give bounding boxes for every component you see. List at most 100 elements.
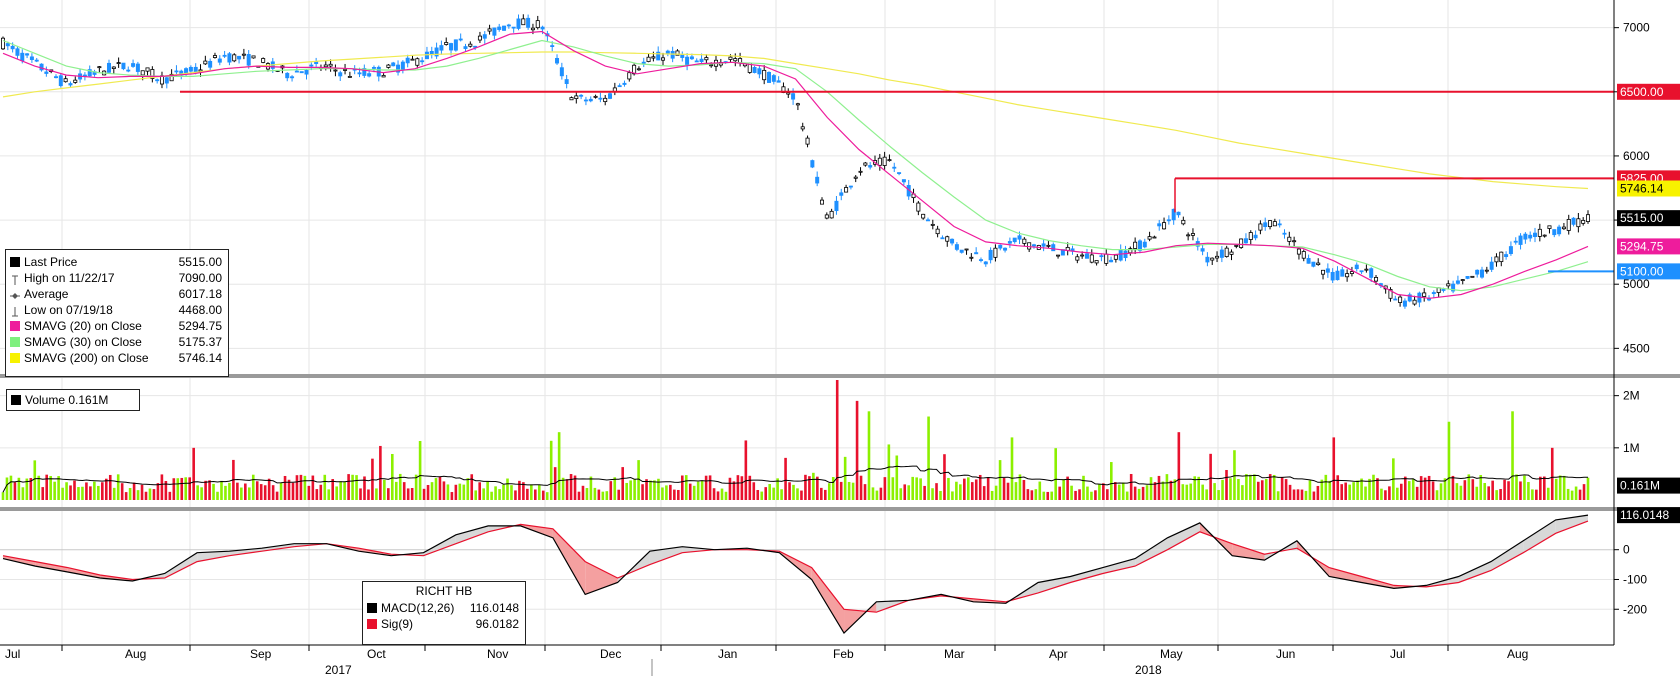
volume-bar bbox=[1582, 484, 1586, 500]
volume-bar bbox=[1177, 432, 1181, 500]
candle-body bbox=[530, 27, 535, 31]
legend-value: 5294.75 bbox=[178, 319, 222, 333]
price-tick-label: 7000 bbox=[1623, 21, 1650, 35]
last-value-tag-bg bbox=[1617, 238, 1680, 255]
volume-bar bbox=[784, 457, 787, 500]
volume-bar bbox=[1046, 491, 1050, 500]
volume-bar bbox=[184, 477, 188, 500]
candle-body bbox=[935, 228, 940, 235]
volume-bar bbox=[101, 482, 104, 500]
candle-body bbox=[25, 53, 30, 56]
volume-bar bbox=[383, 479, 386, 500]
volume-bar bbox=[1388, 486, 1391, 500]
candle-body bbox=[468, 43, 473, 47]
sma200-swatch bbox=[10, 353, 20, 363]
volume-bar bbox=[581, 485, 585, 500]
candle-body bbox=[34, 59, 39, 62]
candle-body bbox=[1243, 238, 1248, 244]
candle-body bbox=[786, 92, 791, 95]
candle-body bbox=[1528, 234, 1533, 239]
candle-body bbox=[106, 62, 111, 73]
volume-bar bbox=[470, 474, 474, 500]
legend-label: MACD(12,26) bbox=[381, 601, 455, 615]
volume-bar bbox=[1010, 437, 1014, 500]
volume-bar bbox=[136, 490, 140, 500]
level-tag-6500-bg bbox=[1617, 83, 1680, 100]
candle-body bbox=[188, 66, 193, 72]
volume-bar bbox=[863, 484, 867, 500]
volume-bar bbox=[998, 460, 1002, 500]
volume-bar bbox=[939, 490, 942, 500]
candle-body bbox=[347, 76, 352, 78]
volume-bar bbox=[1396, 487, 1399, 500]
volume-bar bbox=[847, 481, 851, 500]
signal-line bbox=[2, 520, 1589, 613]
candle-body bbox=[1475, 269, 1480, 275]
volume-bar bbox=[104, 478, 108, 500]
volume-bar bbox=[978, 474, 982, 500]
legend-label: SMAVG (200) on Close bbox=[24, 351, 149, 365]
volume-bar bbox=[1328, 480, 1332, 500]
candle-body bbox=[1369, 268, 1374, 278]
candle-body bbox=[1586, 214, 1591, 222]
candle-body bbox=[1229, 251, 1234, 255]
volume-bar bbox=[530, 484, 533, 500]
volume-bar bbox=[1165, 474, 1169, 500]
volume-bar bbox=[144, 491, 148, 500]
volume-bar bbox=[1487, 486, 1490, 500]
volume-bar bbox=[490, 491, 493, 500]
level-tag-6500: 6500.00 bbox=[1620, 85, 1664, 99]
candle-body bbox=[588, 98, 593, 102]
candle-body bbox=[391, 62, 396, 67]
candle-body bbox=[559, 67, 564, 77]
volume-bar bbox=[1241, 485, 1244, 500]
macd-histogram-fill bbox=[1329, 567, 1362, 583]
volume-bar bbox=[1014, 482, 1018, 500]
volume-bar bbox=[843, 456, 847, 500]
candle-body bbox=[993, 247, 998, 258]
last-value-tag-bg bbox=[1617, 210, 1680, 227]
macd-legend-title: RICHT HB bbox=[415, 584, 473, 598]
candle-body bbox=[1292, 240, 1297, 243]
candle-body bbox=[1157, 223, 1162, 227]
volume-bar bbox=[1185, 484, 1189, 500]
volume-bar bbox=[645, 479, 648, 500]
volume-bar bbox=[704, 475, 708, 500]
volume-bar bbox=[545, 492, 549, 500]
volume-bar bbox=[1451, 475, 1455, 500]
candle-body bbox=[1576, 218, 1581, 228]
candle-body bbox=[506, 24, 511, 27]
legend-value: 96.0182 bbox=[475, 617, 519, 631]
volume-bar bbox=[148, 488, 152, 500]
candle-body bbox=[357, 72, 362, 75]
volume-bar bbox=[1217, 490, 1220, 500]
candle-body bbox=[1215, 255, 1220, 259]
macd-histogram-fill bbox=[455, 525, 489, 544]
volume-bar bbox=[21, 487, 25, 500]
candle-body bbox=[1455, 280, 1460, 284]
volume-bar bbox=[831, 477, 835, 500]
macd-histogram-fill bbox=[1361, 576, 1394, 589]
candle-body bbox=[791, 93, 796, 100]
volume-bar bbox=[1149, 477, 1153, 500]
volume-bar bbox=[307, 485, 311, 500]
candle-body bbox=[516, 18, 521, 29]
candle-body bbox=[58, 75, 63, 87]
candle-body bbox=[1523, 233, 1528, 240]
volume-bar bbox=[943, 454, 946, 500]
candle-body bbox=[569, 97, 574, 101]
candle-body bbox=[1176, 211, 1181, 216]
candle-body bbox=[1017, 235, 1022, 240]
volume-bar bbox=[756, 489, 760, 500]
candle-body bbox=[155, 79, 160, 82]
candle-body bbox=[246, 54, 251, 66]
macd-histogram-fill bbox=[1523, 519, 1556, 553]
candle-body bbox=[5, 43, 10, 47]
volume-bar bbox=[53, 481, 56, 500]
volume-bar bbox=[45, 474, 48, 500]
volume-tick-label: 2M bbox=[1623, 389, 1640, 403]
macd-histogram-fill bbox=[1555, 515, 1588, 534]
volume-tick-label: 1M bbox=[1623, 441, 1640, 455]
candle-body bbox=[728, 56, 733, 60]
volume-bar bbox=[915, 477, 918, 500]
